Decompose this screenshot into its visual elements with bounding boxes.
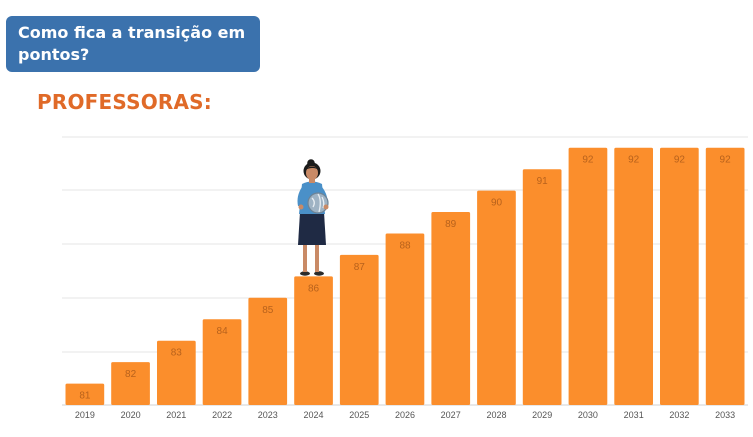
bar-value-label: 92 [720,155,732,166]
bar-2025 [339,254,379,405]
bar-2031 [614,147,653,405]
bar-2023 [248,297,288,405]
x-tick-label: 2029 [532,410,552,420]
bar-2022 [202,319,242,405]
bar-2030 [568,147,608,405]
bar-2019 [65,383,105,405]
bar-value-label: 83 [171,348,183,359]
bar-value-label: 85 [262,305,274,316]
x-tick-label: 2032 [669,410,689,420]
bar-2021 [157,340,196,405]
x-tick-label: 2030 [578,410,598,420]
bar-value-label: 89 [445,219,457,230]
x-tick-label: 2033 [715,410,735,420]
bar-2028 [477,190,516,405]
bar-value-label: 87 [354,262,366,273]
bar-2020 [111,362,150,405]
bar-2026 [385,233,425,405]
bar-value-label: 86 [308,283,320,294]
bar-2027 [431,212,471,405]
x-tick-label: 2024 [303,410,323,420]
section-title: PROFESSORAS: [37,90,212,114]
woman-holding-globe-icon [297,159,329,276]
bar-value-label: 82 [125,369,137,380]
bar-value-label: 91 [537,176,549,187]
x-tick-label: 2028 [486,410,506,420]
x-tick-label: 2022 [212,410,232,420]
bar-value-label: 81 [79,391,91,402]
x-tick-label: 2026 [395,410,415,420]
x-tick-label: 2019 [75,410,95,420]
x-tick-label: 2027 [441,410,461,420]
bar-2029 [522,169,562,405]
chart-bars: 81 82 83 84 85 86 87 88 89 90 91 92 92 92 92 [65,147,745,405]
bar-value-label: 92 [628,155,640,166]
x-tick-label: 2020 [121,410,141,420]
bar-value-label: 90 [491,198,503,209]
bar-value-label: 84 [217,326,229,337]
x-tick-label: 2021 [166,410,186,420]
header-banner: Como fica a transição em pontos? [6,16,260,72]
bar-2033 [705,147,745,405]
x-tick-label: 2031 [624,410,644,420]
bar-2032 [660,147,699,405]
bar-value-label: 92 [582,155,594,166]
x-tick-label: 2023 [258,410,278,420]
chart-x-labels: 2019 2020 2021 2022 2023 2024 2025 2026 2027 2028… [75,410,735,420]
header-title: Como fica a transição em pontos? [18,23,246,64]
bar-2024 [294,276,333,405]
bar-value-label: 88 [399,241,411,252]
bar-value-label: 92 [674,155,686,166]
x-tick-label: 2025 [349,410,369,420]
